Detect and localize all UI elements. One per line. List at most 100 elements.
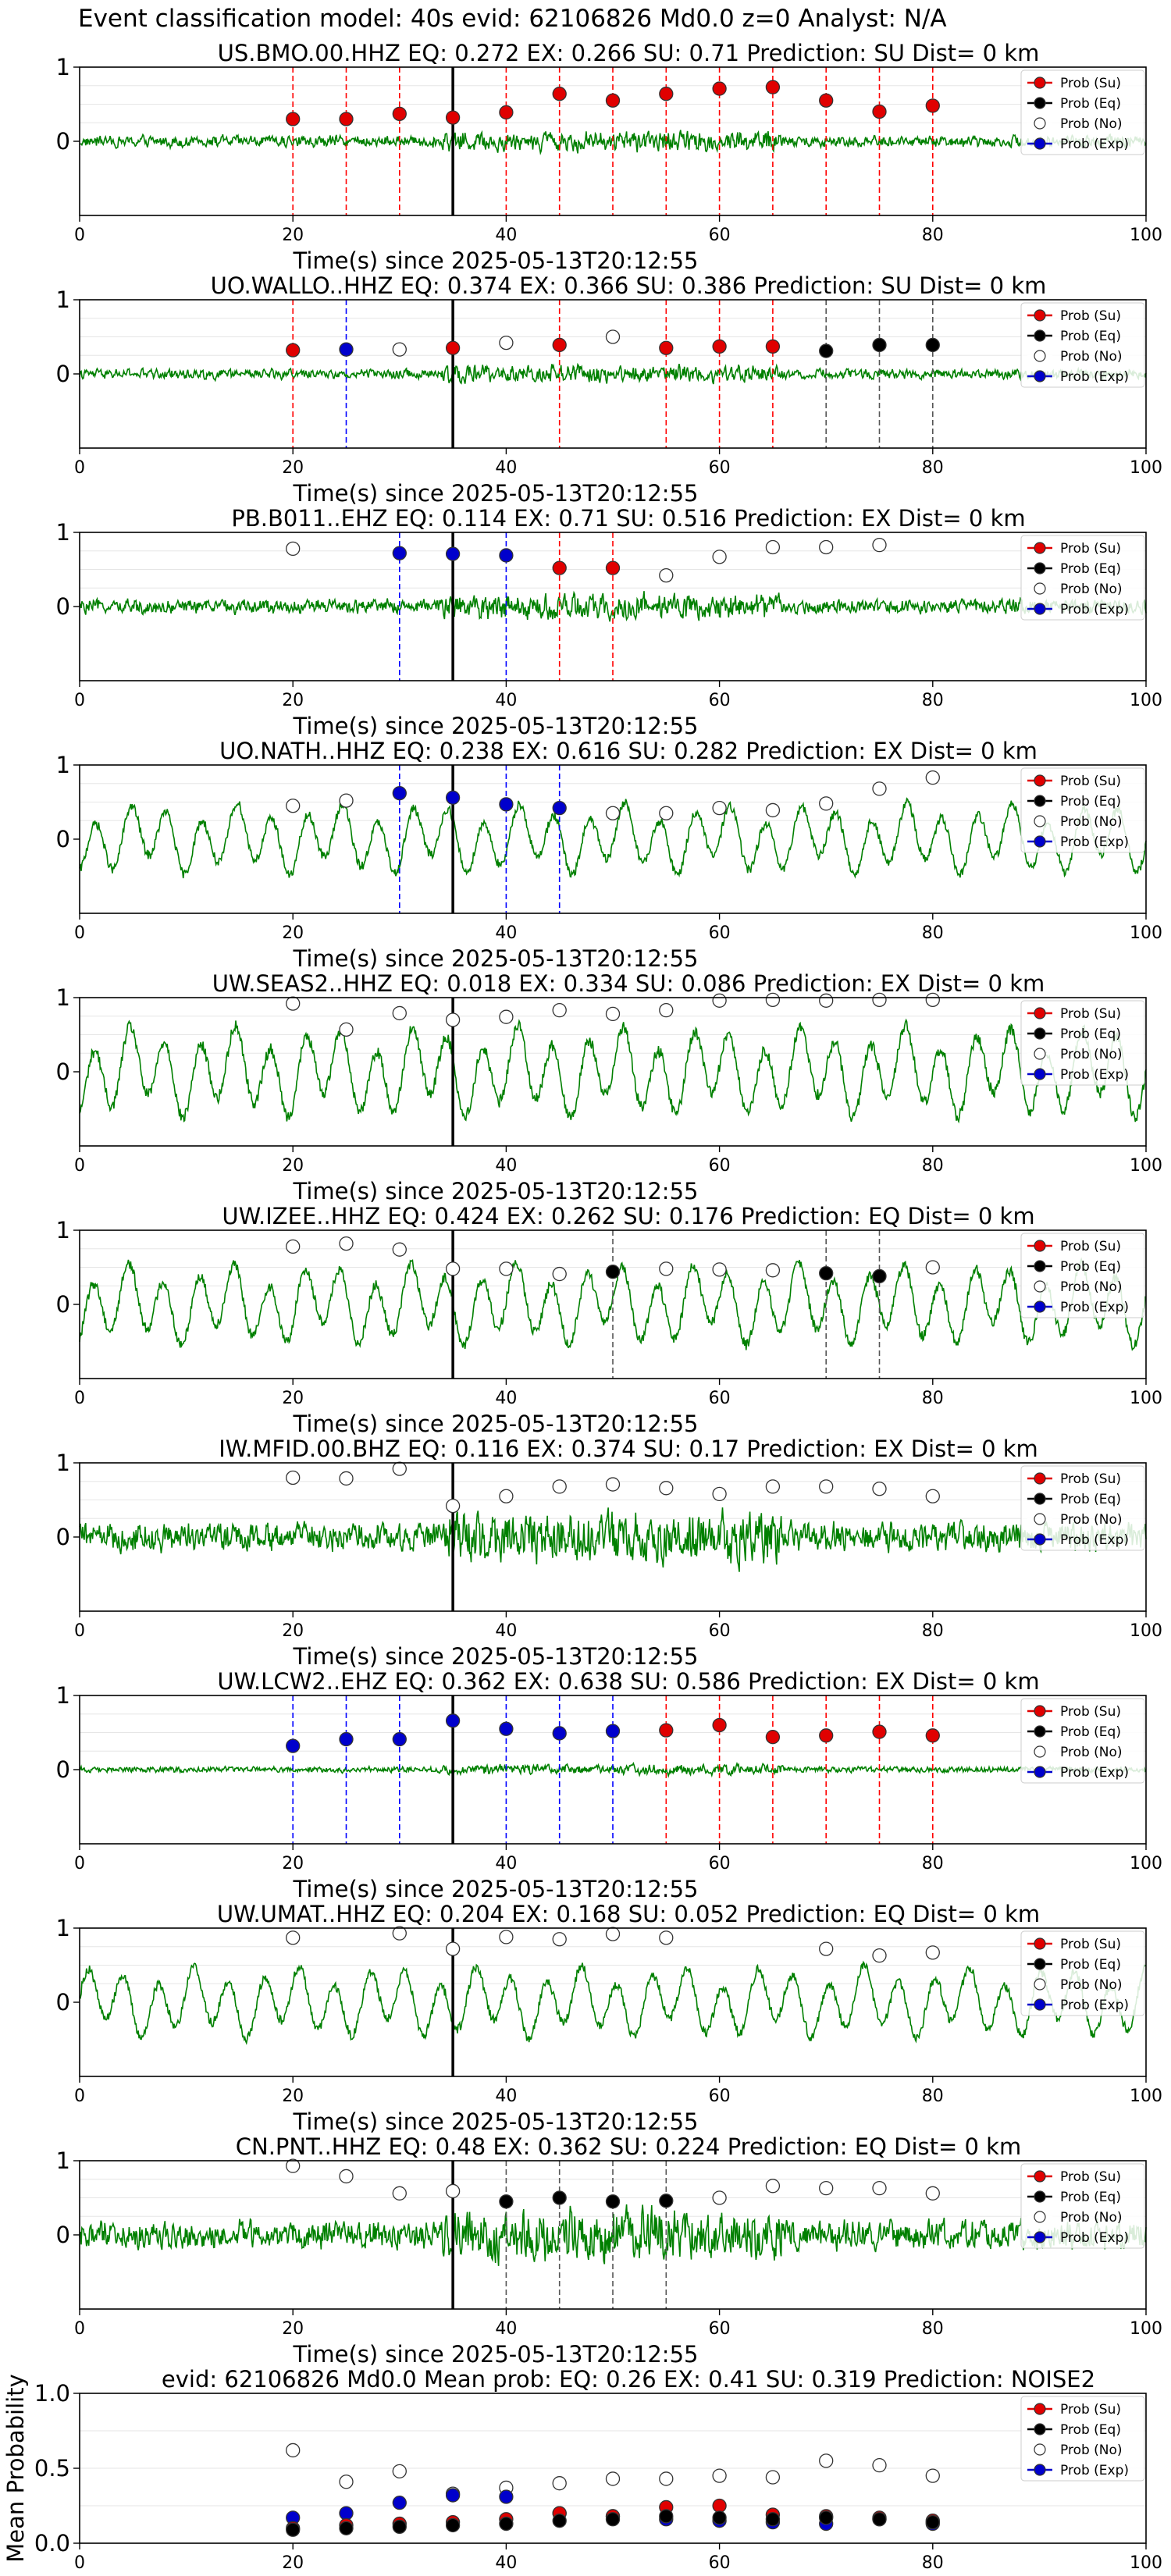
legend-marker-exp <box>1034 370 1046 382</box>
x-tick-label: 80 <box>922 1621 944 1641</box>
legend-marker-exp <box>1034 1300 1046 1313</box>
x-tick-label: 20 <box>282 1389 304 1408</box>
legend: Prob (Su) Prob (Eq) Prob (No) Prob (Exp) <box>1020 535 1145 621</box>
legend-label-no: Prob (No) <box>1060 582 1123 597</box>
point-su <box>712 81 727 96</box>
y-tick-label: 1.0 <box>34 2380 70 2407</box>
x-tick-label: 60 <box>709 1156 731 1176</box>
point-no <box>765 802 781 818</box>
legend-marker-su <box>1034 1240 1046 1252</box>
subplot-cn-pnt--hhz: CN.PNT..HHZ EQ: 0.48 EX: 0.362 SU: 0.224… <box>56 2133 1162 2368</box>
legend-box <box>1020 1000 1145 1086</box>
point-no <box>765 1263 781 1278</box>
legend-label-eq: Prob (Eq) <box>1060 1026 1121 1042</box>
y-tick-label: 1 <box>56 1217 70 1244</box>
x-tick-label: 60 <box>709 2087 731 2106</box>
legend-marker-exp <box>1034 603 1046 615</box>
x-tick-label: 20 <box>282 1854 304 1873</box>
point-no <box>286 2158 301 2173</box>
legend: Prob (Su) Prob (Eq) Prob (No) Prob (Exp) <box>1020 1930 1145 2016</box>
point-eq <box>339 2521 354 2535</box>
point-no <box>286 996 301 1011</box>
legend-label-eq: Prob (Eq) <box>1060 1492 1121 1507</box>
legend-marker-eq <box>1034 1493 1046 1505</box>
point-exp <box>392 2496 407 2510</box>
point-su <box>765 339 781 354</box>
y-tick-label: 0.0 <box>34 2530 70 2556</box>
point-eq <box>872 2512 887 2527</box>
point-su <box>552 87 567 101</box>
point-no <box>499 1261 514 1276</box>
legend-marker-eq <box>1034 795 1046 807</box>
legend-label-su: Prob (Su) <box>1060 2402 1121 2418</box>
point-exp <box>499 1721 514 1736</box>
y-tick-label: 1 <box>56 1450 70 1476</box>
point-no <box>552 1932 567 1947</box>
subplot-title: UO.WALLO..HHZ EQ: 0.374 EX: 0.366 SU: 0.… <box>211 272 1047 299</box>
legend-label-exp: Prob (Exp) <box>1060 834 1129 850</box>
point-eq <box>605 1265 621 1279</box>
legend-label-exp: Prob (Exp) <box>1060 369 1129 385</box>
legend-marker-eq <box>1034 1027 1046 1040</box>
waveform-trace <box>79 797 1147 879</box>
plot-frame <box>79 764 1147 914</box>
x-axis-label: Time(s) since 2025-05-13T20:12:55 <box>293 1876 699 1902</box>
legend-label-exp: Prob (Exp) <box>1060 1532 1129 1548</box>
point-exp <box>392 1731 407 1747</box>
x-tick-label: 100 <box>1130 691 1162 710</box>
legend-marker-su <box>1034 2403 1046 2415</box>
legend-marker-su <box>1034 76 1046 89</box>
x-tick-label: 20 <box>282 226 304 245</box>
subplot-title: UW.LCW2..EHZ EQ: 0.362 EX: 0.638 SU: 0.5… <box>217 1668 1039 1695</box>
legend-marker-su <box>1034 1007 1046 1019</box>
point-su <box>765 1730 781 1745</box>
point-no <box>339 1236 354 1251</box>
legend-label-eq: Prob (Eq) <box>1060 1957 1121 1973</box>
point-no <box>872 2180 887 2196</box>
x-tick-label: 40 <box>495 1854 517 1873</box>
legend-label-su: Prob (Su) <box>1060 2169 1121 2185</box>
legend-label-su: Prob (Su) <box>1060 1006 1121 1022</box>
y-tick-label: 0 <box>56 2222 70 2248</box>
point-exp <box>445 790 461 805</box>
legend-marker-no <box>1034 815 1046 827</box>
x-axis-label: Time(s) since 2025-05-13T20:12:55 <box>293 1643 699 1670</box>
waveform-trace <box>79 130 1147 155</box>
x-tick-label: 60 <box>709 458 731 478</box>
legend-marker-eq <box>1034 2190 1046 2203</box>
legend-box <box>1020 302 1145 388</box>
point-no <box>445 1941 461 1956</box>
x-tick-label: 40 <box>495 923 517 943</box>
point-su <box>552 337 567 353</box>
point-no <box>499 335 514 350</box>
legend-marker-su <box>1034 1472 1046 1485</box>
point-no <box>819 796 834 811</box>
y-tick-label: 1 <box>56 519 70 546</box>
point-no <box>605 1477 621 1492</box>
point-eq <box>925 2514 940 2530</box>
point-no <box>499 1930 514 1944</box>
y-tick-label: 0 <box>56 1989 70 2016</box>
legend-box <box>1020 767 1145 853</box>
x-axis-label: Time(s) since 2025-05-13T20:12:55 <box>293 945 699 972</box>
point-su <box>286 343 301 358</box>
legend-label-su: Prob (Su) <box>1060 1704 1121 1720</box>
legend: Prob (Su) Prob (Eq) Prob (No) Prob (Exp) <box>1020 1233 1145 1318</box>
point-no <box>925 1489 940 1503</box>
y-tick-label: 0 <box>56 1524 70 1550</box>
point-su <box>925 98 940 113</box>
point-no <box>552 1003 567 1018</box>
legend-marker-su <box>1034 542 1046 554</box>
point-exp <box>392 785 407 801</box>
point-su <box>445 110 461 125</box>
legend: Prob (Su) Prob (Eq) Prob (No) Prob (Exp) <box>1020 1698 1145 1784</box>
point-no <box>286 2443 301 2458</box>
point-eq <box>286 2522 301 2537</box>
point-no <box>286 1239 301 1254</box>
x-tick-label: 20 <box>282 2087 304 2106</box>
point-no <box>819 2453 834 2468</box>
point-no <box>605 329 621 344</box>
point-exp <box>392 546 407 560</box>
legend-marker-su <box>1034 2170 1046 2183</box>
y-tick-label: 0 <box>56 361 70 387</box>
